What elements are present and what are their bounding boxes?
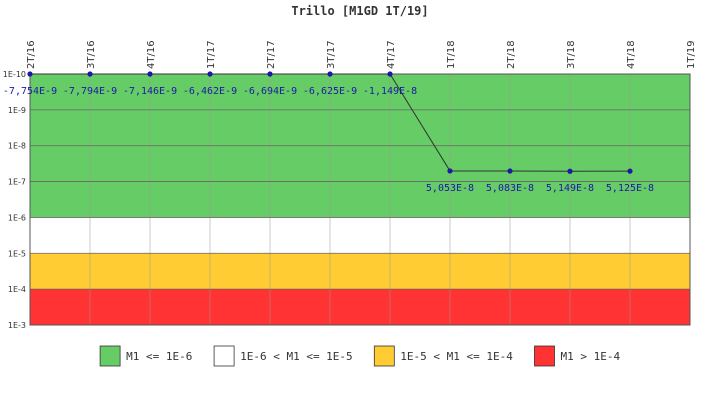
data-label: -7,754E-9 bbox=[3, 86, 57, 97]
data-point bbox=[387, 71, 393, 77]
chart-title: Trillo [M1GD 1T/19] bbox=[291, 4, 428, 18]
data-point bbox=[267, 71, 273, 77]
x-axis: 2T/16 3T/16 4T/16 1T/17 2T/17 3T/17 4T/17 1T/18… bbox=[26, 40, 697, 69]
data-label: 5,125E-8 bbox=[606, 183, 654, 194]
data-label: 5,083E-8 bbox=[486, 183, 534, 194]
data-point bbox=[447, 168, 453, 174]
data-point bbox=[507, 168, 513, 174]
data-label: -6,625E-9 bbox=[303, 86, 357, 97]
risk-bands bbox=[30, 74, 690, 325]
data-label: 5,149E-8 bbox=[546, 183, 594, 194]
x-tick-label: 3T/16 bbox=[86, 40, 97, 69]
x-tick-label: 2T/16 bbox=[26, 40, 37, 69]
legend-label: M1 > 1E-4 bbox=[561, 350, 621, 363]
x-tick-label: 1T/17 bbox=[206, 40, 217, 69]
grid bbox=[29, 73, 691, 326]
x-tick-label: 3T/17 bbox=[326, 40, 337, 69]
data-label: -7,794E-9 bbox=[63, 86, 117, 97]
legend-swatch bbox=[534, 345, 555, 367]
x-tick-label: 2T/18 bbox=[506, 40, 517, 69]
data-point bbox=[567, 168, 573, 174]
x-tick-label: 3T/18 bbox=[566, 40, 577, 69]
data-label: 5,053E-8 bbox=[426, 183, 474, 194]
data-point bbox=[627, 168, 633, 174]
risk-band-1 bbox=[30, 217, 690, 254]
x-tick-label: 1T/19 bbox=[686, 40, 697, 69]
y-tick-label: 1E-6 bbox=[8, 213, 26, 222]
data-point bbox=[207, 71, 213, 77]
risk-band-2 bbox=[30, 253, 690, 290]
y-tick-label: 1E-9 bbox=[8, 106, 26, 115]
x-tick-label: 4T/17 bbox=[386, 40, 397, 69]
data-point bbox=[87, 71, 93, 77]
data-point bbox=[327, 71, 333, 77]
y-tick-label: 1E-3 bbox=[8, 321, 26, 330]
legend-swatch bbox=[373, 345, 395, 367]
y-tick-label: 1E-4 bbox=[8, 285, 26, 294]
series: -7,754E-9 -7,794E-9 -7,146E-9 -6,462E-9 -6,6… bbox=[3, 71, 654, 194]
data-point bbox=[147, 71, 153, 77]
y-tick-label: 1E-7 bbox=[8, 178, 26, 187]
data-label: -1,149E-8 bbox=[363, 86, 417, 97]
x-tick-label: 1T/18 bbox=[446, 40, 457, 69]
legend-swatch bbox=[213, 345, 235, 367]
data-point bbox=[27, 71, 33, 77]
legend-label: 1E-6 < M1 <= 1E-5 bbox=[240, 350, 353, 363]
x-tick-label: 2T/17 bbox=[266, 40, 277, 69]
risk-band-3 bbox=[30, 289, 690, 325]
data-label: -6,462E-9 bbox=[183, 86, 237, 97]
y-axis: 1E-10 1E-9 1E-8 1E-7 1E-6 1E-5 1E-4 1E-3 bbox=[3, 70, 26, 330]
data-label: -7,146E-9 bbox=[123, 86, 177, 97]
y-tick-label: 1E-5 bbox=[8, 249, 26, 258]
y-tick-label: 1E-10 bbox=[3, 70, 26, 79]
x-tick-label: 4T/16 bbox=[146, 40, 157, 69]
legend-swatch bbox=[99, 345, 121, 367]
legend-label: 1E-5 < M1 <= 1E-4 bbox=[400, 350, 513, 363]
legend: M1 <= 1E-6 1E-6 < M1 <= 1E-5 1E-5 < M1 <= … bbox=[99, 345, 621, 367]
y-tick-label: 1E-8 bbox=[8, 142, 26, 151]
data-label: -6,694E-9 bbox=[243, 86, 297, 97]
legend-label: M1 <= 1E-6 bbox=[126, 350, 192, 363]
x-tick-label: 4T/18 bbox=[626, 40, 637, 69]
